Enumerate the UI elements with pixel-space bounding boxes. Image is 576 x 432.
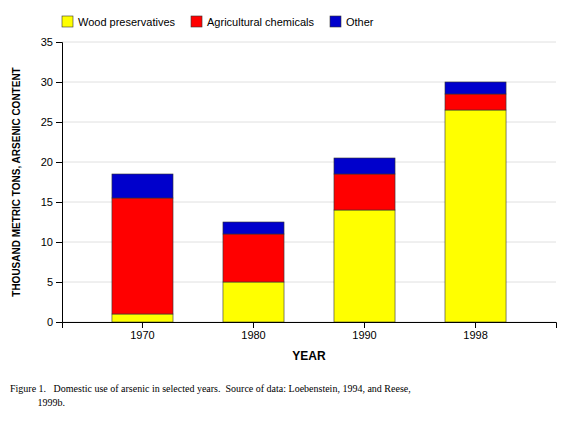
tick-mark bbox=[364, 322, 365, 328]
legend-item: Wood preservatives bbox=[62, 16, 176, 28]
tick: 5 bbox=[47, 276, 62, 288]
chart-svg: 1970 1980 1990 1998 0 5 10 15 20 25 30 35 YEAR THOUSA… bbox=[0, 0, 576, 432]
tick-label: 25 bbox=[41, 116, 53, 128]
bar bbox=[334, 158, 395, 174]
tick-mark bbox=[56, 82, 62, 83]
tick-label: 30 bbox=[41, 76, 53, 88]
bar bbox=[223, 222, 284, 234]
tick-mark bbox=[56, 282, 62, 283]
bar bbox=[334, 174, 395, 210]
caption: Figure 1. Domestic use of arsenic in sel… bbox=[10, 383, 411, 408]
legend-swatch bbox=[330, 16, 341, 27]
axis-line bbox=[63, 323, 557, 329]
tick-label: 20 bbox=[41, 156, 53, 168]
tick-mark bbox=[56, 162, 62, 163]
y-axis-title: THOUSAND METRIC TONS, ARSENIC CONTENT bbox=[11, 67, 22, 296]
bar bbox=[112, 314, 173, 322]
tick-mark bbox=[56, 322, 62, 323]
bars bbox=[112, 82, 506, 322]
legend-label: Agricultural chemicals bbox=[207, 16, 314, 28]
bar bbox=[223, 234, 284, 282]
legend: Wood preservatives Agricultural chemicals… bbox=[62, 16, 374, 28]
tick-mark bbox=[56, 202, 62, 203]
tick: 0 bbox=[47, 316, 62, 328]
tick-mark bbox=[475, 322, 476, 328]
bar bbox=[223, 282, 284, 322]
legend-item: Other bbox=[330, 16, 374, 28]
grid-line bbox=[62, 42, 556, 43]
caption-line: 1999b. bbox=[10, 397, 65, 408]
tick: 15 bbox=[41, 196, 62, 208]
legend-swatch bbox=[62, 16, 73, 27]
tick-mark bbox=[56, 42, 62, 43]
x-axis: 1970 1980 1990 1998 bbox=[63, 322, 557, 341]
bar bbox=[445, 94, 506, 110]
bar-series bbox=[112, 94, 506, 314]
bar bbox=[112, 174, 173, 198]
tick-mark bbox=[56, 122, 62, 123]
plot: 1970 1980 1990 1998 0 5 10 15 20 25 30 35 YEAR THOUSA… bbox=[11, 36, 557, 363]
legend-item: Agricultural chemicals bbox=[191, 16, 314, 28]
bar-series bbox=[112, 110, 506, 322]
tick-label: 15 bbox=[41, 196, 53, 208]
tick: 1990 bbox=[352, 322, 376, 341]
bar bbox=[445, 110, 506, 322]
tick: 1998 bbox=[463, 322, 487, 341]
tick-mark bbox=[142, 322, 143, 328]
tick-label: 10 bbox=[41, 236, 53, 248]
axis-line bbox=[56, 43, 63, 323]
bar-series bbox=[112, 82, 506, 234]
y-axis: 0 5 10 15 20 25 30 35 bbox=[41, 36, 63, 328]
bar bbox=[334, 210, 395, 322]
tick-label: 35 bbox=[41, 36, 53, 48]
legend-label: Other bbox=[346, 16, 374, 28]
caption-line: Figure 1. Domestic use of arsenic in sel… bbox=[10, 383, 411, 394]
tick-label: 1970 bbox=[130, 329, 154, 341]
tick-mark bbox=[253, 322, 254, 328]
tick: 1980 bbox=[241, 322, 265, 341]
tick: 25 bbox=[41, 116, 62, 128]
grid bbox=[62, 42, 556, 322]
tick: 35 bbox=[41, 36, 62, 48]
tick: 1970 bbox=[130, 322, 154, 341]
bar bbox=[445, 82, 506, 94]
x-axis-title: YEAR bbox=[292, 349, 326, 363]
tick: 30 bbox=[41, 76, 62, 88]
tick: 20 bbox=[41, 156, 62, 168]
tick-mark bbox=[56, 242, 62, 243]
tick: 10 bbox=[41, 236, 62, 248]
tick-label: 1980 bbox=[241, 329, 265, 341]
tick-label: 5 bbox=[47, 276, 53, 288]
legend-label: Wood preservatives bbox=[78, 16, 176, 28]
tick-label: 0 bbox=[47, 316, 53, 328]
bar bbox=[112, 198, 173, 314]
tick-label: 1990 bbox=[352, 329, 376, 341]
legend-swatch bbox=[191, 16, 202, 27]
tick-label: 1998 bbox=[463, 329, 487, 341]
